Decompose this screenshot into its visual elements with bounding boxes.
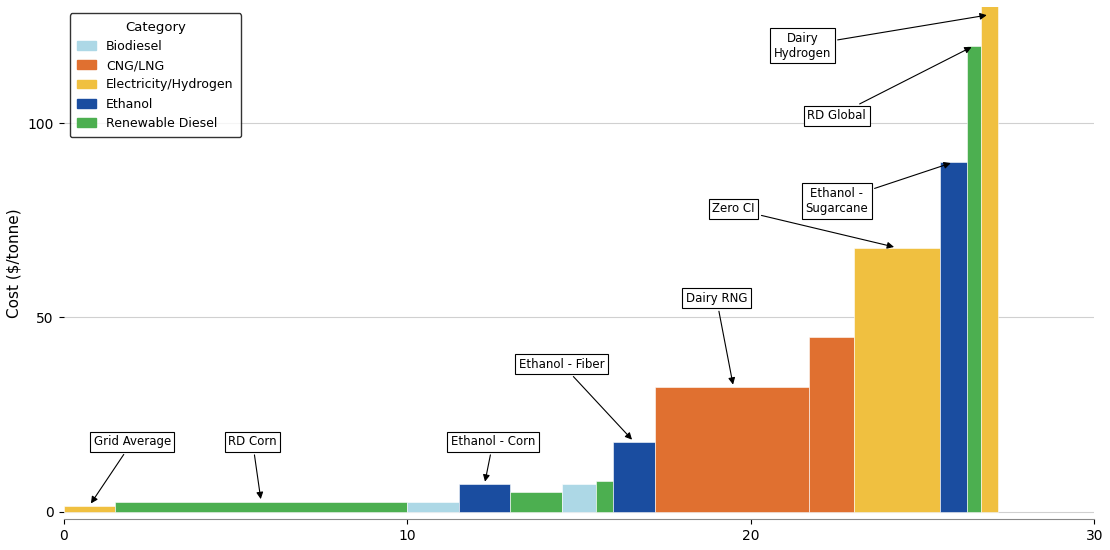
Bar — [596, 481, 614, 512]
Text: Grid Average: Grid Average — [92, 435, 171, 502]
Text: Zero CI: Zero CI — [713, 202, 892, 248]
Bar — [63, 506, 115, 512]
Bar — [809, 337, 854, 512]
Y-axis label: Cost ($/tonne): Cost ($/tonne) — [7, 208, 22, 318]
Text: Ethanol -
Sugarcane: Ethanol - Sugarcane — [805, 163, 950, 215]
Bar — [511, 492, 562, 512]
Bar — [967, 46, 981, 512]
Bar — [407, 502, 458, 512]
Bar — [458, 485, 511, 512]
Bar — [981, 0, 998, 512]
Bar — [115, 502, 407, 512]
Text: Dairy
Hydrogen: Dairy Hydrogen — [774, 14, 986, 60]
Text: Dairy RNG: Dairy RNG — [686, 292, 747, 383]
Bar — [854, 248, 940, 512]
Text: Ethanol - Corn: Ethanol - Corn — [451, 435, 535, 481]
Bar — [614, 442, 655, 512]
Text: RD Global: RD Global — [807, 48, 970, 122]
Text: Ethanol - Fiber: Ethanol - Fiber — [519, 358, 632, 439]
Text: RD Corn: RD Corn — [229, 435, 276, 498]
Bar — [562, 485, 596, 512]
Legend: Biodiesel, CNG/LNG, Electricity/Hydrogen, Ethanol, Renewable Diesel: Biodiesel, CNG/LNG, Electricity/Hydrogen… — [70, 13, 241, 138]
Bar — [940, 162, 967, 512]
Bar — [655, 387, 809, 512]
